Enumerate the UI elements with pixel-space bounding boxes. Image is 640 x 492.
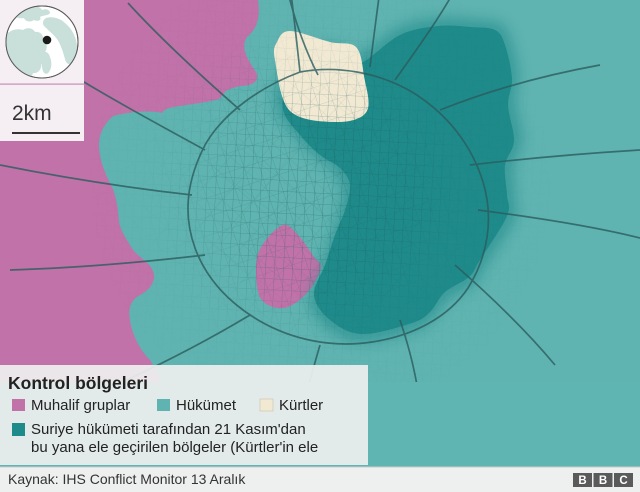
svg-text:Hükümet: Hükümet: [176, 397, 237, 414]
svg-text:Kontrol bölgeleri: Kontrol bölgeleri: [8, 373, 148, 393]
svg-text:Kaynak: IHS Conflict Monitor 1: Kaynak: IHS Conflict Monitor 13 Aralık: [8, 471, 246, 487]
svg-text:bu yana ele geçirilen bölgeler: bu yana ele geçirilen bölgeler (Kürtler'…: [31, 439, 318, 456]
svg-text:2km: 2km: [12, 102, 52, 125]
svg-text:C: C: [619, 475, 627, 487]
svg-text:B: B: [599, 475, 607, 487]
svg-text:B: B: [578, 475, 586, 487]
svg-text:Suriye hükümeti tarafından 21: Suriye hükümeti tarafından 21 Kasım'dan: [31, 421, 306, 438]
svg-text:Kürtler: Kürtler: [279, 397, 323, 414]
svg-text:Muhalif gruplar: Muhalif gruplar: [31, 397, 130, 414]
